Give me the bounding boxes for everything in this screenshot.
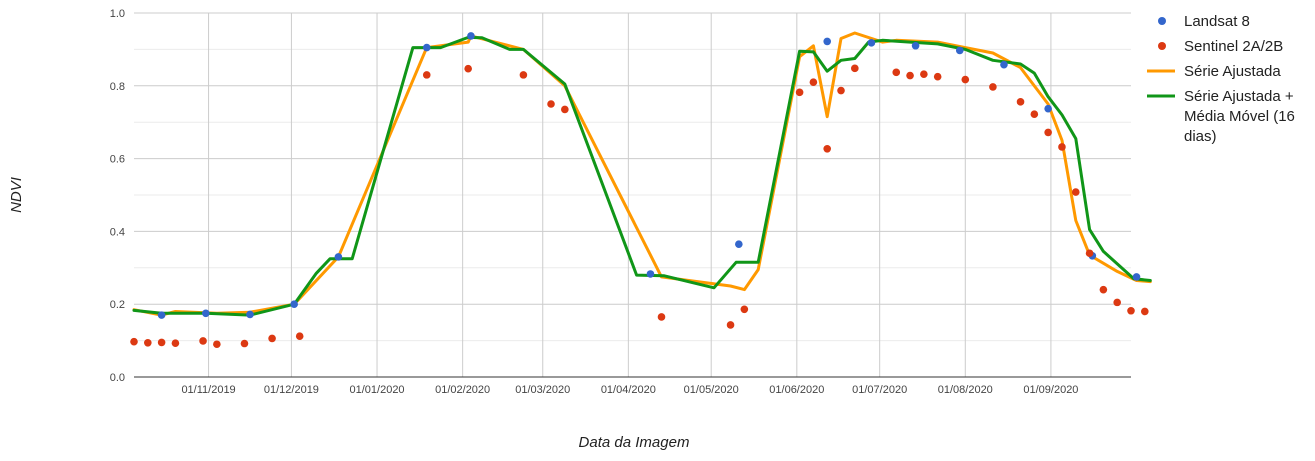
landsat-point [334,253,343,261]
sentinel-point [268,334,276,343]
sentinel-point [561,105,569,114]
legend-label-2: Série Ajustada [1184,63,1281,80]
sentinel-point [464,64,472,73]
series-lines [132,31,1152,317]
legend-label-3: Série Ajustada + [1184,88,1294,105]
sentinel-point [851,64,859,73]
sentinel-point [1127,306,1135,315]
x-tick-label: 01/09/2020 [1023,384,1078,396]
landsat-point [1044,104,1052,113]
x-tick-label: 01/04/2020 [601,384,656,396]
landsat-point [911,41,920,50]
landsat-point [735,240,743,248]
y-axis-title: NDVI [8,177,25,213]
x-tick-label: 01/08/2020 [938,384,993,396]
landsat-point [246,310,254,319]
sentinel-point [157,338,166,347]
axes: 01/11/2019 01/12/2019 01/01/2020 01/02/2020… [110,8,1131,396]
x-tick-label: 01/03/2020 [515,384,570,396]
sentinel-point [892,68,901,77]
landsat-point [955,46,964,55]
sentinel-point [213,340,221,349]
legend: Landsat 8 Sentinel 2A/2B Série Ajustada Sér… [1147,13,1295,145]
sentinel-point [1016,98,1025,106]
landsat-point [823,37,832,46]
x-tick-label: 01/12/2019 [264,384,319,396]
sentinel-point [422,71,431,79]
y-tick-label: 1.0 [110,8,125,20]
x-tick-label: 01/06/2020 [769,384,824,396]
landsat-point [422,43,431,52]
sentinel-point [144,338,152,347]
legend-label-1: Sentinel 2A/2B [1184,38,1283,55]
legend-label-0: Landsat 8 [1184,13,1250,30]
sentinel-point [240,339,249,348]
sentinel-point [809,78,818,86]
sentinel-point [1085,249,1094,258]
sentinel-point [1071,188,1080,196]
landsat-point [157,311,166,319]
x-tick-label: 01/05/2020 [684,384,739,396]
series-points [130,32,1149,349]
y-tick-label: 0.4 [110,226,125,238]
landsat-point [1000,60,1008,69]
sentinel-point [823,144,832,153]
sentinel-point [740,305,749,314]
x-tick-label: 01/11/2019 [181,384,235,396]
landsat-point [290,300,298,309]
sentinel-point [920,70,928,78]
x-tick-label: 01/01/2020 [350,384,405,396]
x-tick-label: 01/02/2020 [435,384,490,396]
series-line-2 [132,31,1152,317]
landsat-point [202,309,210,318]
y-tick-label: 0.2 [110,299,125,311]
sentinel-point [199,337,207,345]
sentinel-point [933,72,942,81]
sentinel-point [1113,298,1121,307]
x-tick-label: 01/07/2020 [852,384,907,396]
sentinel-point [1030,110,1039,118]
sentinel-point [726,321,735,329]
y-tick-label: 0.8 [110,81,125,93]
sentinel-point [1044,128,1052,137]
sentinel-point [989,83,997,91]
sentinel-point [547,100,555,108]
sentinel-point [295,332,304,341]
sentinel-point [519,71,528,79]
landsat-point [467,32,475,40]
grid [134,12,1131,377]
sentinel-point [906,71,914,80]
sentinel-point [795,88,804,97]
landsat-point [867,39,876,47]
y-tick-label: 0.0 [110,372,125,384]
sentinel-point [130,337,138,346]
series-line-3 [132,35,1152,317]
sentinel-point [171,339,180,347]
sentinel-point [837,86,845,95]
y-tick-label: 0.6 [110,154,125,166]
sentinel-point [1099,285,1108,294]
legend-label-3: Média Móvel (16 [1184,108,1295,125]
landsat-point [646,270,655,278]
x-axis-title: Data da Imagem [579,434,690,451]
legend-marker-1 [1158,42,1166,50]
legend-marker-0 [1158,17,1166,25]
legend-label-3: dias) [1184,128,1217,145]
sentinel-point [1058,143,1066,151]
landsat-point [1132,273,1141,281]
sentinel-point [961,75,970,84]
sentinel-point [657,313,666,321]
sentinel-point [1141,307,1149,316]
